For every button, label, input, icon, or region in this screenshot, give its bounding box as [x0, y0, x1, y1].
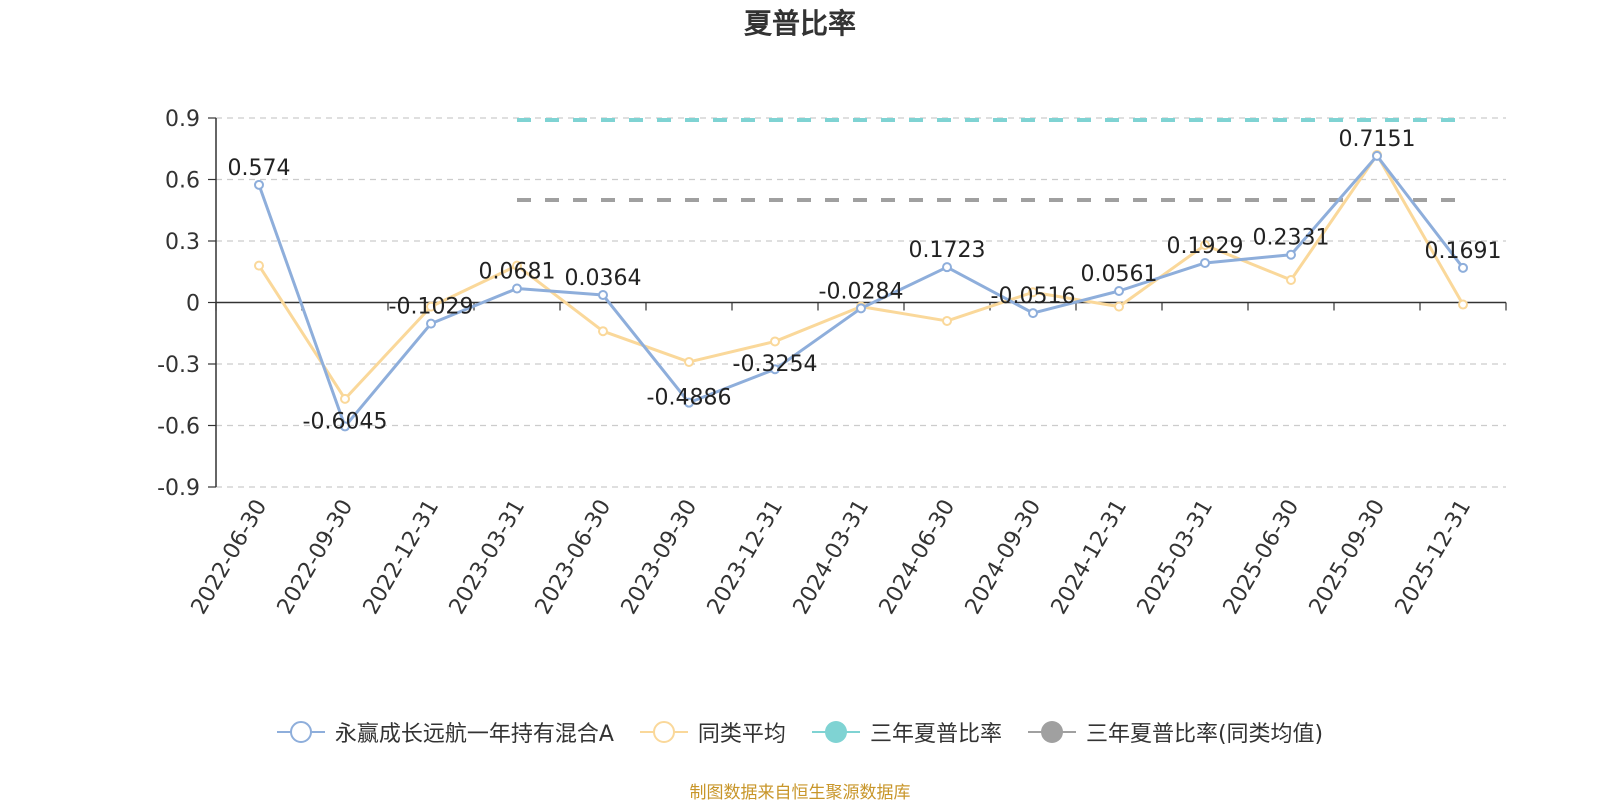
- y-tick-label: 0.6: [165, 169, 200, 194]
- x-tick-label: 2023-06-30: [531, 496, 617, 619]
- y-tick-label: -0.9: [157, 476, 200, 501]
- fund-data-label: 0.1723: [909, 238, 986, 263]
- x-tick-label: 2025-09-30: [1305, 496, 1391, 619]
- fund-data-label: 0.0681: [479, 260, 556, 285]
- fund-data-label: -0.4886: [647, 386, 732, 411]
- x-tick-label: 2024-09-30: [961, 496, 1047, 619]
- peer-average-data-point: [684, 356, 694, 367]
- peer-average-data-point: [512, 260, 522, 271]
- fund-data-point: [1114, 285, 1124, 296]
- fund-data-point: [598, 290, 608, 301]
- x-tick-label: 2025-06-30: [1219, 496, 1305, 619]
- x-tick-label: 2024-06-30: [875, 496, 961, 619]
- reference-lines: [517, 118, 1463, 202]
- fund-data-point: [426, 318, 436, 329]
- fund-data-point: [1286, 249, 1296, 260]
- legend-peer-average-icon: [639, 721, 688, 743]
- fund-data-label: 0.574: [228, 156, 291, 181]
- peer-average-data-point: [254, 260, 264, 271]
- fund-data-point: [1200, 257, 1210, 268]
- peer-average-data-point: [340, 393, 350, 404]
- peer-average-data-point: [1458, 299, 1468, 310]
- peer-average-data-point: [426, 301, 436, 312]
- legend-peer-average-label: 同类平均: [697, 722, 786, 747]
- legend-three-year-sharpe-peer-icon: [1027, 721, 1076, 743]
- fund-data-label: 0.2331: [1253, 226, 1330, 251]
- x-tick-label: 2025-03-31: [1133, 496, 1219, 619]
- legend: 永赢成长远航一年持有混合A 同类平均 三年夏普比率 三年夏普比率(同类均值): [0, 716, 1600, 748]
- fund-data-point: [684, 397, 694, 408]
- fund-data-label: -0.0284: [819, 279, 904, 304]
- x-tick-label: 2025-12-31: [1391, 496, 1477, 619]
- fund-data-label: -0.6045: [303, 409, 388, 434]
- fund-data-label: 0.1691: [1425, 239, 1502, 264]
- fund-data-point: [1458, 262, 1468, 273]
- peer-average-data-point: [770, 336, 780, 347]
- x-tick-label: 2023-03-31: [445, 496, 531, 619]
- fund-data-point: [254, 179, 264, 190]
- peer-average-data-point: [1114, 301, 1124, 312]
- x-tick-label: 2022-12-31: [359, 496, 445, 619]
- fund-data-label: 0.1929: [1167, 234, 1244, 259]
- fund-data-point: [942, 262, 952, 273]
- y-tick-label: -0.3: [157, 353, 200, 378]
- y-tick-label: 0.3: [165, 230, 200, 255]
- peer-average-data-point: [1286, 274, 1296, 285]
- legend-fund-icon: [276, 721, 325, 743]
- source-note: 制图数据来自恒生聚源数据库: [689, 783, 911, 803]
- grid-lines: [216, 117, 1506, 488]
- x-tick-label: 2024-12-31: [1047, 496, 1133, 619]
- legend-three-year-sharpe-label: 三年夏普比率: [869, 722, 1002, 747]
- x-tick-label: 2023-09-30: [617, 496, 703, 619]
- fund-data-point: [1372, 150, 1382, 161]
- chart-title: 夏普比率: [743, 7, 856, 40]
- x-tick-label: 2024-03-31: [789, 496, 875, 619]
- x-tick-label: 2023-12-31: [703, 496, 789, 619]
- x-tick-label: 2022-09-30: [273, 496, 359, 619]
- fund-data-point: [340, 421, 350, 432]
- x-tick-label: 2022-06-30: [187, 496, 273, 619]
- fund-data-label: 0.0561: [1081, 262, 1158, 287]
- peer-average-data-point: [1028, 287, 1038, 298]
- fund-data-label: 0.7151: [1339, 127, 1416, 152]
- fund-data-point: [1028, 308, 1038, 319]
- peer-average-data-point: [1200, 240, 1210, 251]
- legend-item-three-year-sharpe[interactable]: 三年夏普比率: [811, 716, 1002, 748]
- series-lines: [254, 149, 1468, 432]
- fund-data-point: [512, 283, 522, 294]
- y-tick-label: 0.9: [165, 107, 200, 132]
- legend-item-three-year-sharpe-peer[interactable]: 三年夏普比率(同类均值): [1027, 716, 1324, 748]
- peer-average-series-line: [257, 153, 1465, 401]
- fund-data-label: -0.1029: [389, 295, 474, 320]
- legend-item-fund[interactable]: 永赢成长远航一年持有混合A: [276, 716, 614, 748]
- y-tick-label: -0.6: [157, 415, 200, 440]
- legend-fund-label: 永赢成长远航一年持有混合A: [334, 722, 614, 747]
- legend-three-year-sharpe-peer-label: 三年夏普比率(同类均值): [1085, 722, 1324, 747]
- fund-data-label: 0.0364: [565, 266, 642, 291]
- fund-data-point: [856, 303, 866, 314]
- y-tick-label: 0: [186, 292, 200, 317]
- fund-data-label: -0.0516: [991, 284, 1076, 309]
- legend-item-peer-average[interactable]: 同类平均: [639, 716, 786, 748]
- peer-average-data-point: [942, 315, 952, 326]
- legend-three-year-sharpe-icon: [811, 721, 860, 743]
- fund-data-point: [770, 364, 780, 375]
- fund-data-label: -0.3254: [733, 352, 818, 377]
- peer-average-data-point: [598, 326, 608, 337]
